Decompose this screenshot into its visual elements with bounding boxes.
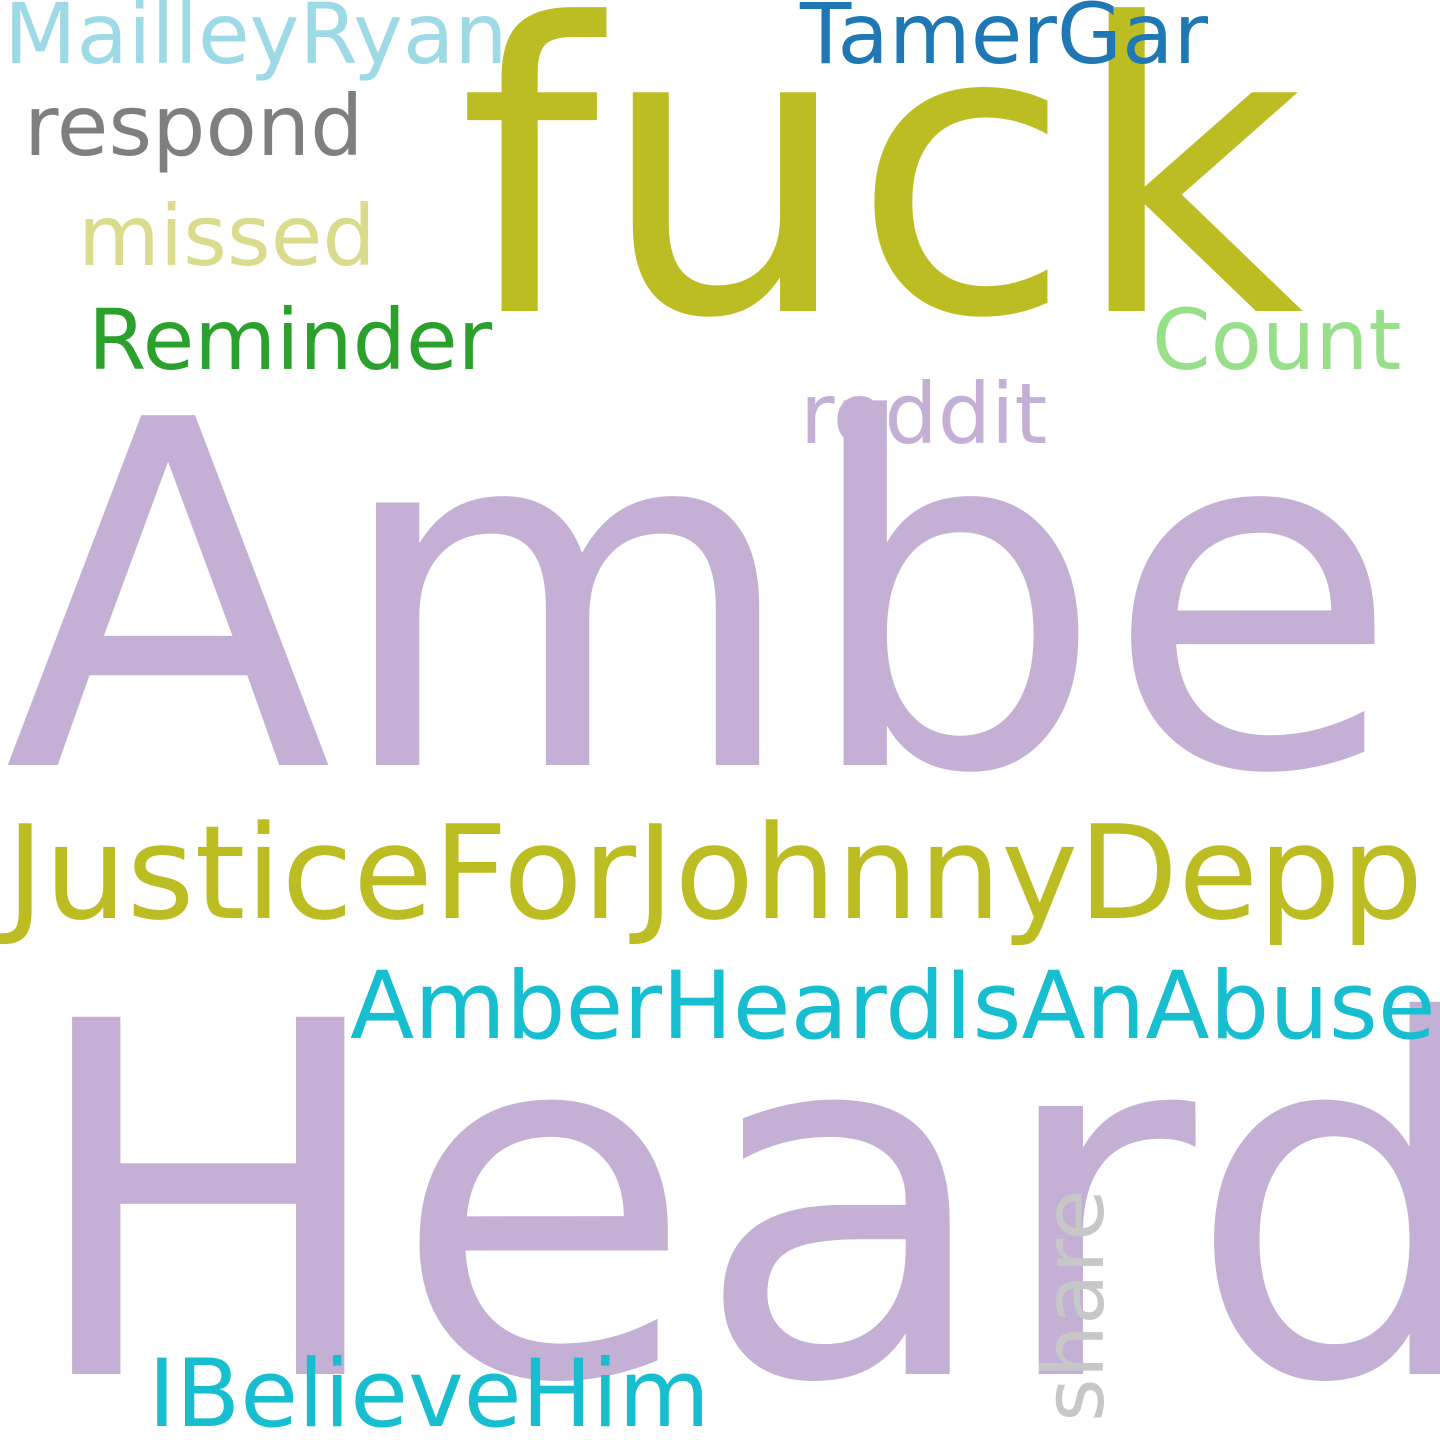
- word-amber: Amber: [4, 320, 1440, 879]
- word-justicefor-johnnydepp: JusticeForJohnnyDepp: [6, 797, 1424, 949]
- word-count: Count: [1152, 291, 1402, 389]
- word-tamergar: TamerGar: [800, 0, 1209, 83]
- word-reminder: Reminder: [88, 291, 493, 389]
- word-respond: respond: [24, 77, 364, 175]
- word-share: share: [1025, 1189, 1123, 1422]
- word-amberheardisanabuser: AmberHeardIsAnAbuser: [350, 952, 1440, 1061]
- word-ibelievehim: IBelieveHim: [148, 1340, 710, 1440]
- word-fuck: fuck: [458, 0, 1304, 406]
- word-reddit: reddit: [800, 365, 1048, 463]
- word-mailleyryan: MailleyRyan: [4, 0, 508, 83]
- word-heard: Heard: [24, 919, 1440, 1440]
- word-missed: missed: [78, 187, 376, 285]
